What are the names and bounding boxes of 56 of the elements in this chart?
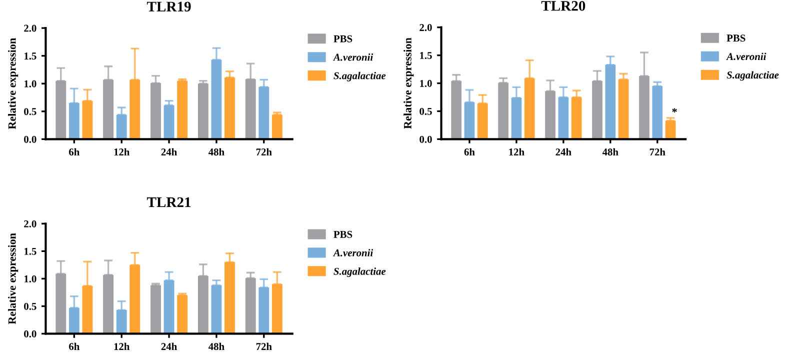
x-tick-label: 12h [114,342,130,350]
x-tick-label: 48h [208,342,224,350]
y-tick-label: 0.0 [420,136,432,143]
legend-label: PBS [334,230,352,238]
chart-title: TLR20 [541,0,586,11]
y-tick-label: 1.0 [24,80,36,88]
bar [150,285,161,334]
legend-label: S.agalactiae [334,268,386,277]
bar [198,84,208,140]
bar [652,86,663,140]
y-tick-label: 0.5 [24,302,36,310]
x-tick-label: 24h [161,342,177,350]
legend-label: A.veronii [726,52,766,60]
legend-label: S.agalactiae [726,71,779,81]
legend-label: S.agalactiae [334,72,386,82]
y-tick-label: 1.5 [24,248,36,255]
bar [177,295,188,334]
y-tick-label: 0.5 [420,108,432,115]
x-tick-label: 6h [69,148,80,156]
y-tick-label: 2.0 [24,220,36,228]
y-axis-title: Relative expression [8,233,18,324]
x-tick-label: 6h [464,148,475,156]
x-tick-label: 48h [208,148,224,156]
y-tick-label: 0.5 [24,108,36,116]
chart-title: TLR19 [146,2,191,12]
bar [177,80,188,140]
y-tick-label: 0.0 [24,136,36,143]
legend-label: PBS [726,34,746,42]
bar [164,105,174,140]
legend-label: A.veronii [332,53,374,61]
x-tick-label: 72h [256,342,272,350]
y-tick-label: 2.0 [420,24,432,32]
legend-label: PBS [334,35,352,42]
x-tick-label: 12h [114,148,130,156]
y-tick-label: 1.5 [420,52,432,60]
y-axis-title: Relative expression [8,38,18,130]
x-tick-label: 24h [161,148,177,156]
x-tick-label: 6h [69,342,80,350]
bar [498,82,508,140]
bar [272,114,282,140]
y-tick-label: 2.0 [24,24,36,32]
x-tick-label: 12h [509,148,524,156]
bar [211,285,222,334]
y-tick-label: 0.0 [24,330,36,338]
y-tick-label: 1.0 [24,275,36,282]
x-tick-label: 72h [650,148,666,156]
bar [665,120,676,140]
annotation: * [672,108,677,112]
chart-title: TLR21 [146,197,191,207]
x-tick-label: 48h [602,148,618,156]
x-tick-label: 72h [256,148,272,156]
x-tick-label: 24h [556,148,572,156]
y-tick-label: 1.0 [420,80,432,88]
y-tick-label: 1.5 [24,52,36,60]
y-axis-title: Relative expression [404,38,414,129]
legend-label: A.veronii [332,249,374,256]
